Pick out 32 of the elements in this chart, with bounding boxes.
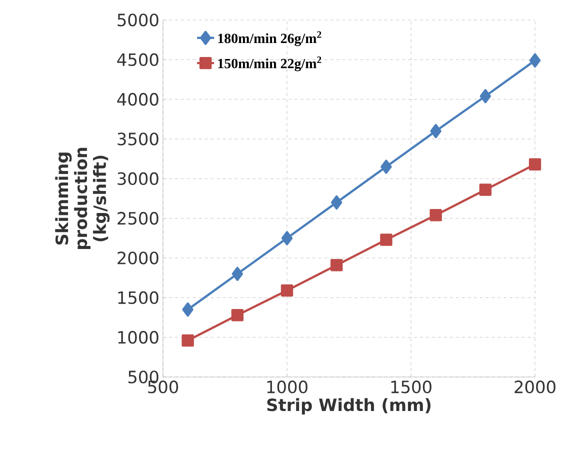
y-tick-label: 4000 [117, 92, 158, 106]
x-tick-label: 1000 [267, 380, 308, 394]
y-tick-label: 5000 [118, 14, 158, 26]
point [430, 124, 442, 138]
x-axis-title: Strip Width (mm) [267, 398, 430, 415]
point [528, 158, 542, 170]
legend-label: 180m/min 26g/m$^{2}$ [218, 31, 322, 46]
y-tick-label: 3000 [118, 172, 158, 186]
y-tick-label: 1000 [118, 330, 158, 344]
point [479, 184, 492, 196]
point [182, 302, 194, 317]
y-tick-label: 4500 [117, 53, 158, 66]
point [529, 53, 541, 68]
point [182, 334, 194, 347]
point [380, 160, 392, 174]
y-tick-label: 1500 [118, 291, 158, 304]
point [330, 259, 343, 272]
point [380, 234, 392, 246]
point [281, 231, 293, 246]
point [231, 309, 244, 322]
y-axis-title: Skimming production (kg/shift) [55, 148, 110, 250]
x-tick-label: 1500 [391, 380, 432, 394]
point [232, 266, 244, 281]
legend-label: 150m/min 22g/m$^{2}$ [218, 56, 322, 72]
point [430, 209, 442, 222]
x-tick-label: 2000 [514, 380, 556, 394]
point [280, 284, 294, 297]
y-tick-label: 3500 [118, 132, 158, 146]
y-tick-label: 2000 [118, 252, 158, 264]
point [480, 89, 492, 104]
point [331, 195, 342, 210]
y-tick-label: 2500 [118, 212, 158, 225]
